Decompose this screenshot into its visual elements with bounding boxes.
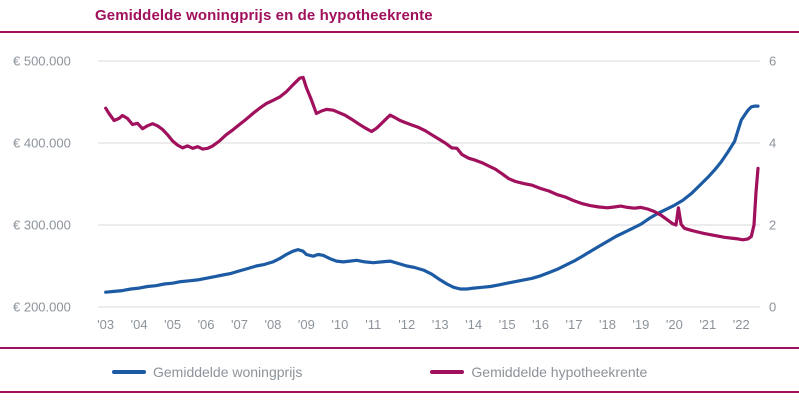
y-axis-left-tick-label: € 200.000 bbox=[13, 300, 71, 315]
chart-title: Gemiddelde woningprijs en de hypotheekre… bbox=[95, 7, 433, 24]
woningprijs-line-swatch bbox=[112, 370, 146, 374]
y-axis-right-tick-label: 4 bbox=[769, 136, 776, 151]
x-axis-tick-label: '04 bbox=[131, 317, 148, 332]
x-axis-tick-label: '06 bbox=[198, 317, 215, 332]
x-axis-tick-label: '16 bbox=[532, 317, 549, 332]
legend-divider-bottom bbox=[0, 391, 799, 393]
x-axis-tick-label: '22 bbox=[733, 317, 750, 332]
y-axis-right-tick-label: 2 bbox=[769, 218, 776, 233]
x-axis-tick-label: '10 bbox=[331, 317, 348, 332]
woningprijs-line bbox=[104, 104, 760, 294]
y-axis-left-tick-label: € 300.000 bbox=[13, 218, 71, 233]
x-axis-tick-label: '11 bbox=[365, 317, 381, 332]
legend-label-woningprijs: Gemiddelde woningprijs bbox=[153, 364, 303, 380]
hypotheekrente-line bbox=[104, 75, 760, 242]
x-axis-tick-label: '05 bbox=[164, 317, 181, 332]
x-axis-tick-label: '13 bbox=[432, 317, 449, 332]
legend-item-hypotheekrente: Gemiddelde hypotheekrente bbox=[430, 364, 647, 380]
x-axis-tick-label: '09 bbox=[298, 317, 315, 332]
title-divider bbox=[0, 31, 799, 33]
x-axis-tick-label: '15 bbox=[499, 317, 516, 332]
legend: Gemiddelde woningprijs Gemiddelde hypoth… bbox=[0, 356, 799, 388]
legend-divider-top bbox=[0, 347, 799, 349]
legend-item-woningprijs: Gemiddelde woningprijs bbox=[112, 364, 302, 380]
x-axis-tick-label: '21 bbox=[699, 317, 716, 332]
y-axis-right-tick-label: 0 bbox=[769, 300, 776, 315]
legend-label-hypotheekrente: Gemiddelde hypotheekrente bbox=[471, 364, 648, 380]
y-axis-left-tick-label: € 500.000 bbox=[13, 54, 71, 69]
y-axis-left-tick-label: € 400.000 bbox=[13, 136, 71, 151]
x-axis-tick-label: '14 bbox=[465, 317, 482, 332]
x-axis-tick-label: '07 bbox=[231, 317, 248, 332]
x-axis-tick-label: '18 bbox=[599, 317, 616, 332]
x-axis-tick-label: '17 bbox=[566, 317, 583, 332]
x-axis-tick-label: '03 bbox=[97, 317, 114, 332]
x-axis-tick-label: '12 bbox=[398, 317, 415, 332]
y-axis-right-tick-label: 6 bbox=[769, 54, 776, 69]
hypotheekrente-line-swatch bbox=[430, 370, 465, 374]
x-axis-tick-label: '19 bbox=[632, 317, 649, 332]
x-axis-tick-label: '08 bbox=[264, 317, 281, 332]
x-axis-tick-label: '20 bbox=[666, 317, 683, 332]
